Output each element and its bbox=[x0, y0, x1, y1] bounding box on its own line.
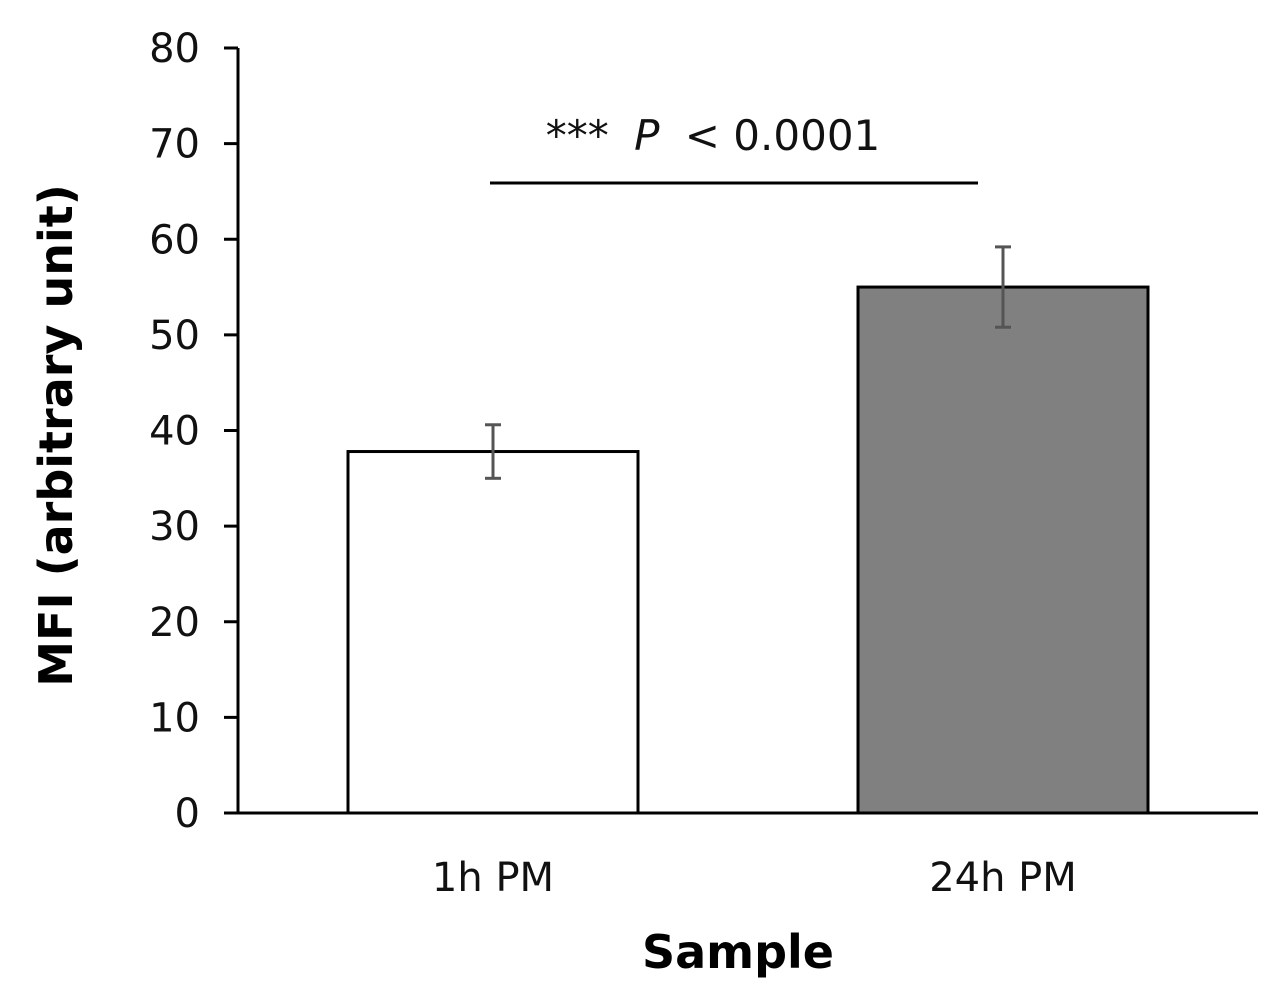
y-tick-label: 20 bbox=[149, 600, 200, 646]
y-tick-label: 30 bbox=[149, 504, 200, 550]
error-bars-group bbox=[485, 245, 1011, 480]
p-symbol: P bbox=[634, 111, 660, 160]
y-tick-label: 60 bbox=[149, 217, 200, 263]
bar-0 bbox=[346, 450, 640, 815]
y-tick-label: 50 bbox=[149, 313, 200, 359]
y-tick-label: 0 bbox=[175, 791, 200, 837]
x-axis-title: Sample bbox=[642, 925, 834, 979]
x-tick-label: 1h PM bbox=[432, 855, 554, 901]
x-tick-label: 24h PM bbox=[929, 855, 1077, 901]
significance-stars: *** bbox=[546, 111, 609, 160]
bar-1 bbox=[856, 285, 1150, 815]
y-tick-label: 70 bbox=[149, 122, 200, 168]
y-tick-label: 40 bbox=[149, 409, 200, 455]
x-axis-tick-labels: 1h PM 24h PM bbox=[432, 855, 1077, 901]
y-tick-label: 10 bbox=[149, 695, 200, 741]
significance-annotation: *** P < 0.0001 bbox=[546, 111, 881, 160]
y-axis-title: MFI (arbitrary unit) bbox=[29, 184, 83, 686]
p-comparison: < 0.0001 bbox=[685, 111, 881, 160]
y-axis-ticks: 0 10 20 30 40 50 60 70 80 bbox=[149, 26, 238, 837]
y-tick-label: 80 bbox=[149, 26, 200, 72]
bars-group bbox=[346, 285, 1150, 815]
